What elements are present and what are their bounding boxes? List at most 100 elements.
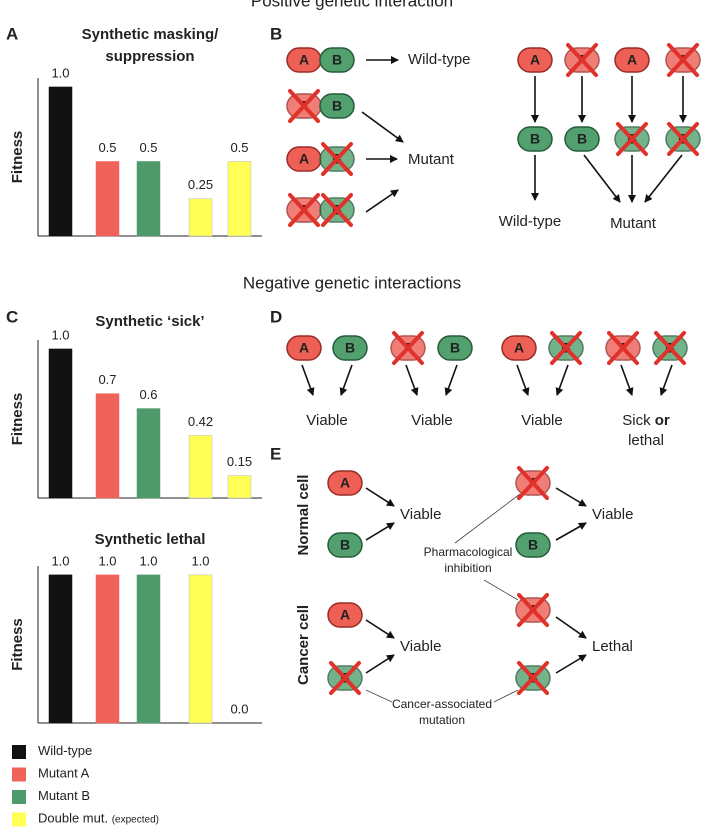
gene-label: A [530,52,540,68]
value-label: 0.5 [98,140,116,155]
cross [517,466,549,500]
gene-body [564,126,600,152]
bar [188,435,213,499]
gene: B [319,47,355,73]
gene-label: B [332,98,342,114]
gene-body [501,335,537,361]
cross [288,193,320,227]
legend-text: Double mut. [38,811,108,826]
panel-label: C [6,307,18,326]
gene: B [665,122,701,156]
chart-title: suppression [105,48,194,65]
gene: A [605,331,641,365]
gene: B [564,126,600,152]
bar [227,161,252,237]
cross [550,331,582,365]
y-axis-label: Fitness [9,618,26,671]
legend-swatch [12,767,26,782]
outcome: Viable [521,412,562,429]
legend-label: Wild-type [38,743,92,758]
gene: A [515,593,551,627]
cross [667,122,699,156]
note: Pharmacological [424,545,513,559]
outcome: Viable [411,412,452,429]
bar [48,86,73,237]
bar [188,574,213,724]
outcome-part: Sick [622,412,651,429]
gene: B [327,661,363,695]
gene-label: A [299,52,309,68]
outcome: Viable [400,638,441,655]
gene: A [665,43,701,77]
bar [95,393,120,499]
gene-label: B [340,537,350,553]
legend-swatch [12,812,26,827]
section-title: Negative genetic interactions [243,273,461,292]
gene-label: B [332,52,342,68]
gene-label: A [340,475,350,491]
note: Cancer-associated [392,697,492,711]
bar [136,574,161,724]
outcome: Viable [592,506,633,523]
cross [667,43,699,77]
legend-label: Double mut. (expected) [38,811,159,826]
outcome: Sick or [622,412,670,429]
outcome: lethal [628,432,664,449]
gene-body [327,470,363,496]
gene-body [332,335,368,361]
gene-body [437,335,473,361]
gene-label: B [530,131,540,147]
gene-label: B [450,340,460,356]
value-label: 0.7 [98,372,116,387]
gene: B [517,126,553,152]
value-label: 0.5 [139,140,157,155]
legend-swatch [12,745,26,759]
outcome: Wild-type [408,51,471,68]
value-label: 0.0 [230,701,248,716]
gene: B [327,532,363,558]
value-label: 1.0 [191,553,209,568]
cross [517,661,549,695]
gene-label: A [514,340,524,356]
cross [321,193,353,227]
chart-title: Synthetic masking/ [82,26,220,43]
bar [48,574,73,724]
cross [566,43,598,77]
value-label: 1.0 [139,553,157,568]
gene: B [332,335,368,361]
bar [95,574,120,724]
gene-body [517,47,553,73]
gene: A [286,335,322,361]
bar [136,408,161,499]
outcome: Lethal [592,638,633,655]
outcome: Wild-type [499,213,562,230]
value-label: 0.15 [227,454,252,469]
gene: B [515,661,551,695]
y-axis-label: Fitness [9,131,26,184]
outcome: Mutant [408,151,455,168]
note: inhibition [444,561,491,575]
legend-label: Mutant A [38,766,90,781]
gene: A [286,146,322,172]
cross [654,331,686,365]
gene: A [286,89,322,123]
gene: B [614,122,650,156]
gene: A [515,466,551,500]
section-title: Positive genetic interaction [251,0,453,10]
gene: B [319,142,355,176]
value-label: 1.0 [51,553,69,568]
legend-note: (expected) [112,814,159,825]
gene: B [437,335,473,361]
gene-label: B [345,340,355,356]
gene: A [390,331,426,365]
gene-body [517,126,553,152]
gene-label: A [299,151,309,167]
value-label: 1.0 [51,65,69,80]
note: mutation [419,713,465,727]
cross [392,331,424,365]
row-label: Cancer cell [295,605,312,685]
gene-body [319,93,355,119]
gene: B [652,331,688,365]
bar [95,161,120,237]
